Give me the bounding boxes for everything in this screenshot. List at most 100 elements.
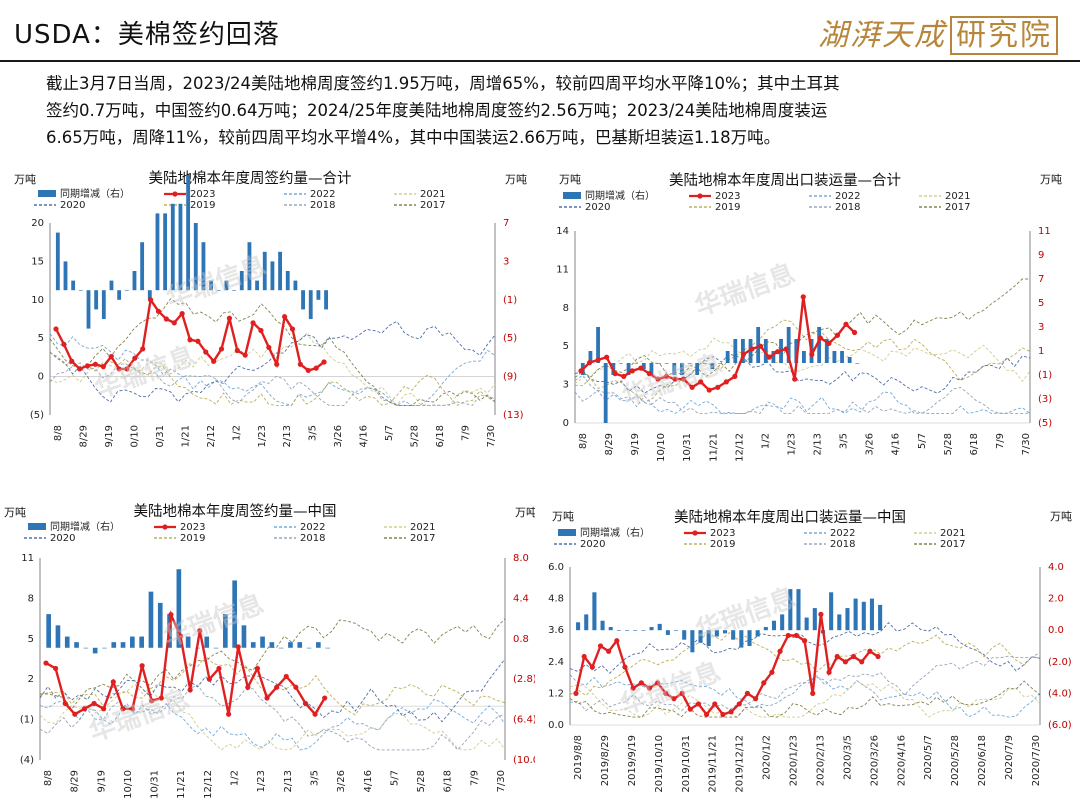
bar: [741, 339, 745, 363]
x-tick-label: 5/7: [917, 433, 928, 449]
x-tick-label: 8/29: [78, 425, 89, 447]
point: [638, 365, 644, 371]
right-tick-label: (1): [503, 295, 517, 306]
bar: [771, 620, 777, 631]
bar: [269, 642, 275, 648]
point: [581, 653, 587, 660]
bar: [185, 636, 191, 648]
left-tick-label: 5: [563, 341, 569, 352]
point: [116, 366, 122, 372]
x-tick-label: 11/21: [176, 770, 187, 799]
bar: [247, 242, 252, 291]
bar: [786, 327, 791, 363]
point: [834, 653, 840, 660]
point: [84, 363, 91, 369]
right-tick-label: (5): [1038, 418, 1052, 429]
bar: [657, 623, 662, 631]
x-tick-label: 12/12: [203, 770, 214, 799]
bar: [847, 357, 852, 363]
point: [715, 384, 721, 390]
left-tick-label: (4): [20, 755, 34, 766]
bar: [297, 642, 303, 648]
left-tick-label: 1.2: [548, 688, 564, 699]
legend-entry: 2019: [180, 533, 205, 544]
point: [604, 354, 610, 360]
bar: [756, 327, 761, 363]
legend: 同期增减（右） 2023 2022 2021 2020 2019 2018 2017: [554, 526, 965, 550]
legend-entry: 2019: [710, 539, 735, 550]
point: [850, 653, 857, 660]
point: [867, 648, 873, 654]
bar: [293, 280, 298, 291]
comparison-line: [49, 362, 496, 406]
point: [234, 347, 240, 354]
point: [187, 687, 193, 693]
bar: [763, 627, 768, 631]
point: [274, 361, 280, 367]
point: [689, 384, 695, 390]
bar: [278, 647, 284, 649]
point: [810, 690, 816, 696]
x-tick-label: 1/2: [760, 433, 771, 449]
point: [81, 706, 88, 712]
point: [793, 632, 800, 639]
x-tick-label: 6/18: [443, 770, 454, 792]
point: [216, 665, 222, 672]
summary-line: 截止3月7日当周，2023/24美陆地棉周度签约1.95万吨，周增65%，较前四…: [46, 74, 840, 93]
legend-entry: 2017: [420, 200, 445, 211]
x-tick-label: 2020/1/2: [762, 735, 773, 780]
right-unit-label: 万吨: [1040, 173, 1062, 186]
legend-entry: 2021: [945, 191, 970, 202]
legend-entry: 2018: [300, 533, 325, 544]
right-tick-label: 0.0: [1048, 625, 1064, 636]
x-tick-label: 12/12: [734, 433, 745, 462]
right-tick-label: 11: [1038, 226, 1051, 237]
left-tick-label: 3: [563, 380, 569, 391]
bar: [855, 363, 860, 364]
bar: [223, 614, 228, 648]
point: [638, 680, 644, 686]
point: [242, 352, 248, 358]
point: [785, 632, 791, 639]
bar: [94, 290, 99, 310]
summary-paragraph: 截止3月7日当周，2023/24美陆地棉周度签约1.95万吨，周增65%，较前四…: [46, 70, 1036, 151]
legend-swatch: [28, 523, 46, 530]
point: [297, 361, 303, 367]
comparison-line: [49, 333, 496, 406]
point: [646, 685, 653, 691]
bar: [216, 290, 221, 291]
comparison-line: [49, 352, 496, 406]
bar: [633, 630, 638, 631]
bar: [619, 363, 623, 364]
point: [129, 706, 136, 712]
point: [818, 611, 824, 617]
point: [139, 663, 145, 669]
bar: [255, 280, 260, 291]
comparison-line: [39, 684, 506, 751]
legend-entry: 2018: [835, 202, 860, 213]
bar: [204, 636, 210, 648]
point: [313, 365, 319, 371]
x-tick-label: 3/26: [865, 433, 876, 455]
point: [573, 690, 579, 696]
right-tick-label: (6.4): [513, 715, 535, 726]
point: [698, 379, 704, 385]
chart-title: 美陆地棉本年度周出口装运量—中国: [674, 509, 906, 526]
bar: [788, 589, 793, 631]
x-tick-label: 2020/5/7: [923, 735, 934, 780]
point: [723, 379, 729, 385]
legend-entry: 2022: [300, 522, 325, 533]
point: [720, 711, 726, 718]
left-tick-label: 0: [38, 372, 44, 383]
bar: [687, 363, 692, 364]
bar: [817, 327, 822, 363]
bar: [55, 232, 60, 291]
bar: [695, 363, 700, 375]
logo-box: 研究院: [950, 16, 1058, 55]
point: [859, 659, 865, 665]
bar: [209, 280, 214, 291]
x-tick-label: 5/7: [389, 770, 400, 786]
x-tick-label: 7/9: [461, 425, 472, 441]
left-tick-label: 20: [31, 218, 44, 229]
bar: [718, 363, 722, 364]
